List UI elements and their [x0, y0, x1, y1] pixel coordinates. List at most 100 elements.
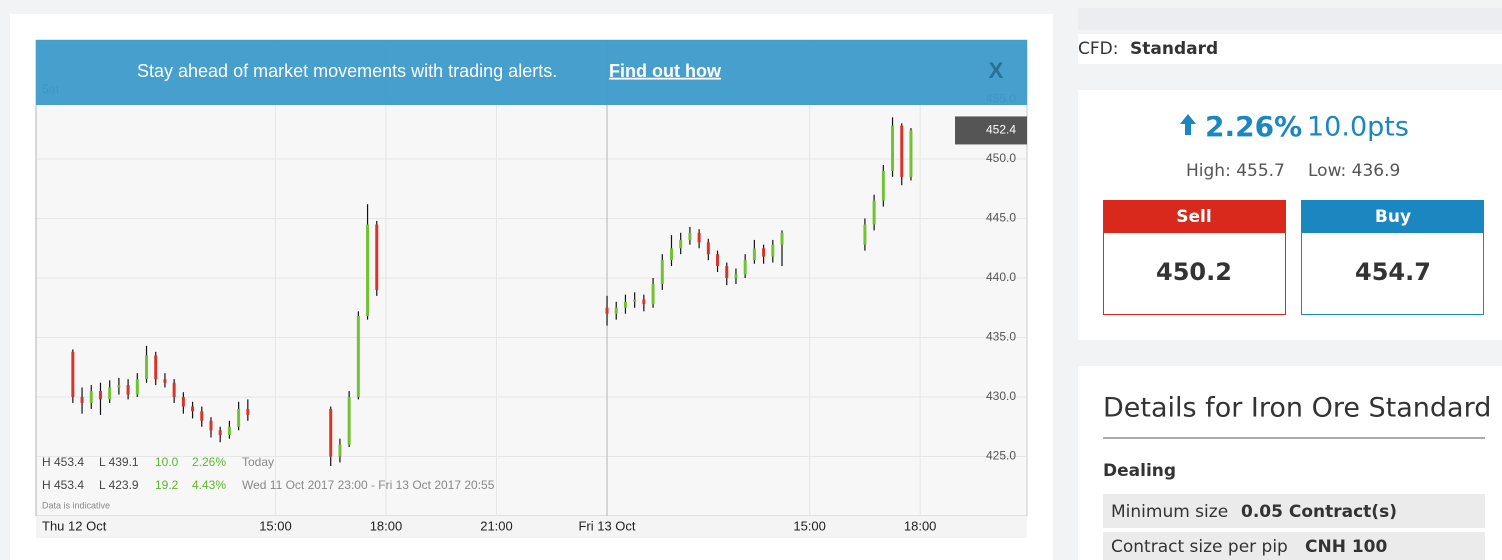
candle-body	[697, 232, 701, 243]
candle-body	[347, 397, 351, 445]
candle-body	[762, 248, 766, 257]
candle-body	[669, 248, 673, 261]
candle-body	[209, 420, 213, 431]
y-tick-label: 430.0	[986, 389, 1016, 403]
candle-body	[145, 355, 149, 380]
candle-body	[909, 130, 913, 177]
candle-body	[752, 248, 756, 261]
candle-body	[743, 260, 747, 275]
candle-body	[872, 200, 876, 225]
candle-body	[329, 408, 333, 457]
buy-header[interactable]	[1301, 200, 1484, 233]
detail-label: Contract size per pip	[1111, 537, 1288, 557]
candle-body	[633, 299, 637, 302]
cfd-label: CFD:	[1078, 39, 1118, 59]
disclaimer: Data is indicative	[42, 500, 110, 510]
up-arrow	[1180, 114, 1196, 135]
day-high: High: 455.7	[1186, 161, 1285, 181]
candle-body	[181, 397, 185, 407]
buy-label[interactable]: Buy	[1375, 207, 1411, 227]
candle-body	[200, 411, 204, 421]
candle-body	[881, 170, 885, 201]
candle-body	[227, 426, 231, 436]
candle-body	[80, 397, 84, 403]
x-tick-label: 15:00	[259, 518, 292, 533]
alert-banner: Stay ahead of market movements with trad…	[36, 40, 1027, 105]
candle-body	[338, 444, 342, 457]
candle-body	[172, 382, 176, 397]
summary-period: Wed 11 Oct 2017 23:00 - Fri 13 Oct 2017 …	[242, 478, 495, 492]
sell-header[interactable]	[1103, 200, 1286, 233]
candle-body	[725, 266, 729, 278]
candle-body	[716, 254, 720, 267]
candle-body	[237, 408, 241, 427]
candle-body	[117, 385, 121, 388]
summary-change: 10.0	[155, 455, 179, 469]
detail-label: Minimum size	[1111, 502, 1228, 522]
section-title: Dealing	[1103, 461, 1176, 481]
summary-low: L 439.1	[99, 455, 139, 469]
candle-body	[375, 224, 379, 290]
candle-body	[688, 232, 692, 240]
y-tick-label: 445.0	[986, 211, 1016, 225]
candle-body	[356, 316, 360, 397]
details-title: Details for Iron Ore Standard	[1103, 393, 1491, 424]
candle-body	[366, 224, 370, 317]
buy-button[interactable]: Buy 454.7	[1301, 200, 1484, 315]
summary: H 453.4 L 439.1 10.0 2.26% Today H 453.4…	[42, 455, 495, 510]
x-tick-label: 18:00	[904, 518, 937, 533]
candle-body	[734, 274, 738, 278]
sell-button[interactable]: Sell 450.2	[1103, 200, 1286, 315]
candle-body	[891, 125, 895, 171]
candle-body	[218, 430, 222, 436]
candle-body	[771, 244, 775, 257]
banner-link[interactable]: Find out how	[609, 61, 722, 81]
candle-body	[605, 307, 609, 314]
y-tick-label: 450.0	[986, 151, 1016, 165]
x-tick-label: 21:00	[480, 518, 513, 533]
x-axis-area	[36, 516, 1027, 538]
candle-body	[246, 408, 250, 415]
summary-period: Today	[242, 455, 274, 469]
candle-body	[780, 232, 784, 245]
summary-high: H 453.4	[42, 455, 84, 469]
last-price-box	[955, 116, 1027, 145]
y-tick-label: 435.0	[986, 330, 1016, 344]
summary-percent: 4.43%	[192, 478, 226, 492]
sell-price[interactable]: 450.2	[1156, 258, 1232, 286]
change-points: 10.0pts	[1307, 112, 1409, 143]
candle-body	[98, 391, 102, 400]
candle-body	[900, 125, 904, 177]
detail-row	[1103, 494, 1485, 528]
cfd-value: Standard	[1130, 39, 1218, 59]
last-price-label: 452.4	[986, 123, 1016, 137]
candle-body	[863, 224, 867, 245]
cfd-box	[1078, 34, 1502, 64]
y-tick-label: 440.0	[986, 270, 1016, 284]
candle-body	[679, 239, 683, 249]
candle-body	[191, 406, 195, 412]
candle-body	[614, 307, 618, 314]
banner-bg	[36, 40, 1027, 105]
candle-body	[108, 387, 112, 400]
candle-body	[71, 351, 75, 397]
x-tick-label: Thu 12 Oct	[42, 518, 107, 533]
detail-row	[1103, 532, 1485, 560]
banner-text: Stay ahead of market movements with trad…	[137, 61, 557, 81]
candle-body	[706, 242, 710, 255]
buy-price[interactable]: 454.7	[1355, 258, 1431, 286]
y-tick-label: 425.0	[986, 449, 1016, 463]
summary-high: H 453.4	[42, 478, 84, 492]
sell-label[interactable]: Sell	[1176, 207, 1211, 227]
x-tick-label: 18:00	[370, 518, 403, 533]
candle-body	[126, 385, 130, 395]
x-tick-label: Fri 13 Oct	[578, 518, 635, 533]
strip	[1078, 8, 1502, 30]
x-tick-label: 15:00	[793, 518, 826, 533]
summary-change: 19.2	[155, 478, 179, 492]
day-low: Low: 436.9	[1308, 161, 1400, 181]
banner-close[interactable]: X	[989, 58, 1004, 83]
